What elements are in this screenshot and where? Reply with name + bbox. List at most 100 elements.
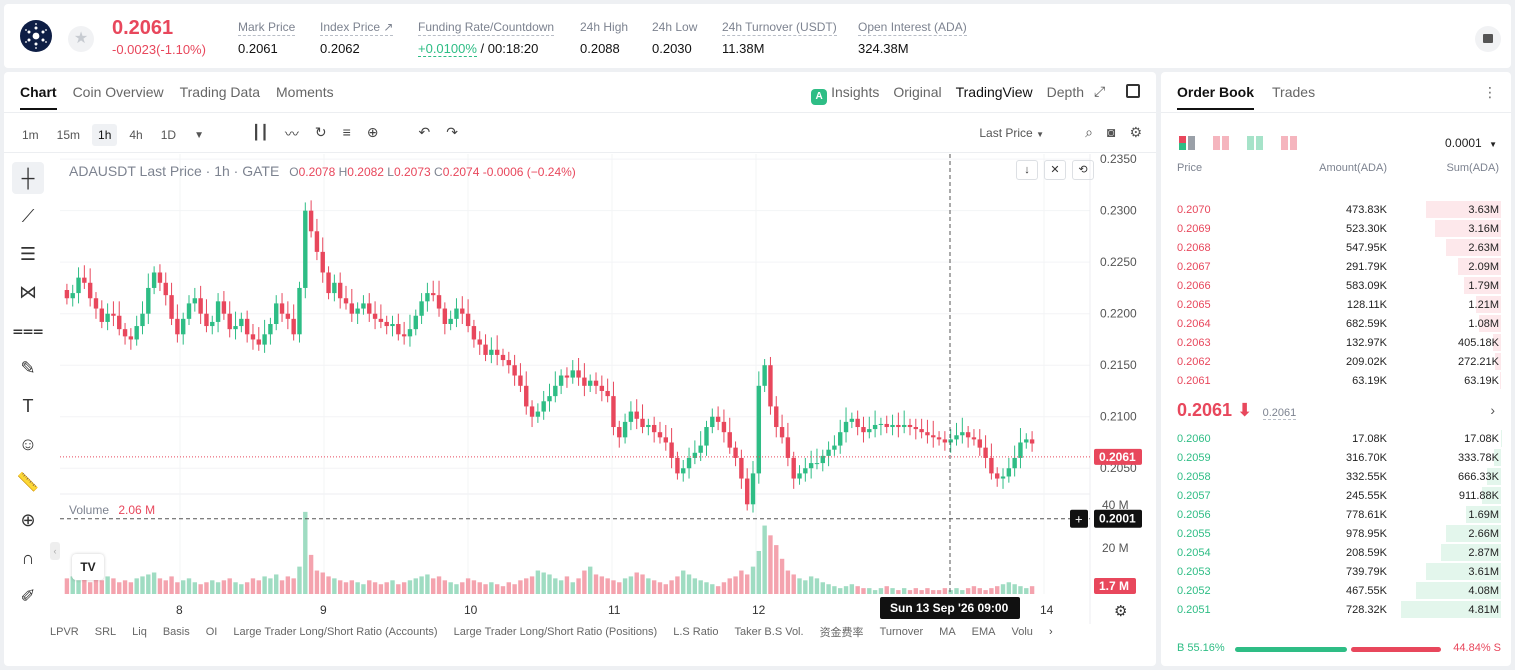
pencil-icon[interactable]: ✐ xyxy=(20,586,36,606)
tab-order-book[interactable]: Order Book xyxy=(1177,84,1255,110)
order-row[interactable]: 0.2051 728.32K 4.81M xyxy=(1161,600,1511,619)
indicator-item[interactable]: 资金费率 xyxy=(819,627,864,639)
order-row[interactable]: 0.2064 682.59K 1.08M xyxy=(1161,314,1511,333)
indicator-item[interactable]: MA xyxy=(939,626,956,638)
chevron-right-icon[interactable]: › xyxy=(1048,626,1053,638)
ruler-icon[interactable]: 📏 xyxy=(16,472,40,492)
indicator-item[interactable]: Large Trader Long/Short Ratio (Accounts) xyxy=(233,626,438,638)
order-row[interactable]: 0.2054 208.59K 2.87M xyxy=(1161,543,1511,562)
order-row[interactable]: 0.2067 291.79K 2.09M xyxy=(1161,257,1511,276)
indicator-item[interactable]: Taker B.S Vol. xyxy=(734,626,804,638)
tab-chart[interactable]: Chart xyxy=(20,84,57,110)
camera-icon[interactable]: ◙ xyxy=(1106,124,1116,140)
indicator-item[interactable]: Large Trader Long/Short Ratio (Positions… xyxy=(453,626,658,638)
expand-icon[interactable]: ⤢ xyxy=(1094,83,1106,99)
more-icon[interactable]: ⋮ xyxy=(1483,84,1497,100)
zoom-in-icon[interactable]: ⊕ xyxy=(20,510,36,530)
indicator-item[interactable]: L.S Ratio xyxy=(673,626,719,638)
undo-icon[interactable]: ↶ xyxy=(418,124,431,140)
indicator-item[interactable]: LPVR xyxy=(50,626,79,638)
collapse-toolbar-icon[interactable]: ‹ xyxy=(50,542,60,560)
tab-tradingview[interactable]: TradingView xyxy=(955,84,1033,100)
timeframe-dropdown-icon[interactable]: ▼ xyxy=(194,129,204,141)
stat-label[interactable]: Open Interest (ADA) xyxy=(858,20,967,36)
indicator-item[interactable]: Turnover xyxy=(879,626,924,638)
order-row[interactable]: 0.2062 209.02K 272.21K xyxy=(1161,352,1511,371)
order-row[interactable]: 0.2056 778.61K 1.69M xyxy=(1161,505,1511,524)
stat-label[interactable]: 24h Turnover (USDT) xyxy=(722,20,837,36)
stat-label[interactable]: Index Price ↗ xyxy=(320,20,394,36)
pattern-icon[interactable]: ⋈ xyxy=(19,282,37,302)
mark-price-value[interactable]: 0.2061 xyxy=(1262,407,1297,420)
scroll-down-icon[interactable]: ↓ xyxy=(1016,160,1038,180)
indicator-item[interactable]: Liq xyxy=(132,626,147,638)
bids-view-icon[interactable] xyxy=(1247,136,1263,150)
add-alert-icon[interactable]: ⊕ xyxy=(366,124,379,140)
collapse-icon[interactable]: ✕ xyxy=(1044,160,1066,180)
stat-label[interactable]: Funding Rate/Countdown xyxy=(418,20,555,36)
order-row[interactable]: 0.2069 523.30K 3.16M xyxy=(1161,219,1511,238)
magnet-icon[interactable]: ∩ xyxy=(21,548,35,568)
precision-select[interactable]: 0.0001 ▼ xyxy=(1445,136,1497,150)
fib-icon[interactable]: ⩶ xyxy=(12,320,44,340)
order-row[interactable]: 0.2052 467.55K 4.08M xyxy=(1161,581,1511,600)
emoji-icon[interactable]: ☺ xyxy=(18,434,38,454)
fullscreen-icon[interactable] xyxy=(1126,84,1140,98)
timeframe-1d[interactable]: 1D xyxy=(160,128,177,142)
tab-original[interactable]: Original xyxy=(893,84,942,100)
horizontal-lines-icon[interactable]: ☰ xyxy=(19,244,37,264)
redo-icon[interactable]: ↷ xyxy=(446,124,458,140)
price-source-select[interactable]: Last Price ▼ xyxy=(979,126,1044,140)
indicators-icon[interactable]: 〰 xyxy=(284,126,299,142)
tab-depth[interactable]: Depth xyxy=(1046,84,1084,100)
order-row[interactable]: 0.2061 63.19K 63.19K xyxy=(1161,371,1511,390)
trend-line-icon[interactable]: ⟋ xyxy=(21,206,35,226)
book-icon[interactable] xyxy=(1475,26,1501,52)
timeframe-4h[interactable]: 4h xyxy=(129,128,143,142)
order-row[interactable]: 0.2053 739.79K 3.61M xyxy=(1161,562,1511,581)
tab-coin-overview[interactable]: Coin Overview xyxy=(72,84,164,100)
chart-settings-icon[interactable]: ⚙ xyxy=(1114,602,1127,620)
indicator-item[interactable]: Volu xyxy=(1011,626,1033,638)
add-order-icon[interactable] xyxy=(1070,509,1088,528)
both-sides-view-icon[interactable] xyxy=(1179,136,1195,150)
candle-type-icon[interactable]: ┃┃ xyxy=(252,124,269,140)
search-icon[interactable]: ⌕ xyxy=(1085,124,1093,140)
order-row[interactable]: 0.2058 332.55K 666.33K xyxy=(1161,467,1511,486)
tab-trading-data[interactable]: Trading Data xyxy=(179,84,261,100)
depth-view-icon[interactable] xyxy=(1281,136,1297,150)
order-row[interactable]: 0.2066 583.09K 1.79M xyxy=(1161,276,1511,295)
chevron-right-icon[interactable]: › xyxy=(1490,402,1495,418)
text-icon[interactable]: T xyxy=(22,396,34,416)
order-row[interactable]: 0.2060 17.08K 17.08K xyxy=(1161,429,1511,448)
timeframe-1h[interactable]: 1h xyxy=(92,124,118,146)
tradingview-logo[interactable]: TV xyxy=(72,554,104,580)
order-row[interactable]: 0.2055 978.95K 2.66M xyxy=(1161,524,1511,543)
indicator-item[interactable]: Basis xyxy=(162,626,190,638)
order-row[interactable]: 0.2070 473.83K 3.63M xyxy=(1161,200,1511,219)
order-row[interactable]: 0.2059 316.70K 333.78K xyxy=(1161,448,1511,467)
indicator-item[interactable]: OI xyxy=(205,626,218,638)
tab-trades[interactable]: Trades xyxy=(1272,84,1316,100)
brush-icon[interactable]: ✎ xyxy=(20,358,36,378)
gear-icon[interactable]: ⚙ xyxy=(1129,124,1142,140)
order-row[interactable]: 0.2063 132.97K 405.18K xyxy=(1161,333,1511,352)
compare-icon[interactable]: ↻ xyxy=(314,124,327,140)
funding-rate-value[interactable]: +0.0100% xyxy=(418,41,477,57)
candlestick-chart[interactable]: 0.2350 0.2300 0.2250 0.2200 0.2150 0.2100 0.20… xyxy=(60,154,1156,670)
timeframe-1m[interactable]: 1m xyxy=(22,128,39,142)
templates-icon[interactable]: ≡ xyxy=(342,124,351,140)
order-row[interactable]: 0.2068 547.95K 2.63M xyxy=(1161,238,1511,257)
tab-insights[interactable]: A Insights xyxy=(811,84,879,105)
asks-view-icon[interactable] xyxy=(1213,136,1229,150)
indicator-item[interactable]: EMA xyxy=(971,626,996,638)
order-row[interactable]: 0.2065 128.11K 1.21M xyxy=(1161,295,1511,314)
order-row[interactable]: 0.2057 245.55K 911.88K xyxy=(1161,486,1511,505)
indicator-item[interactable]: SRL xyxy=(94,626,117,638)
favorite-star-icon[interactable]: ★ xyxy=(68,26,94,52)
timeframe-15m[interactable]: 15m xyxy=(56,128,81,142)
reset-icon[interactable]: ⟲ xyxy=(1072,160,1094,180)
stat-label[interactable]: Mark Price xyxy=(238,20,296,36)
crosshair-icon[interactable]: ┼ xyxy=(12,162,44,194)
tab-moments[interactable]: Moments xyxy=(276,84,334,100)
